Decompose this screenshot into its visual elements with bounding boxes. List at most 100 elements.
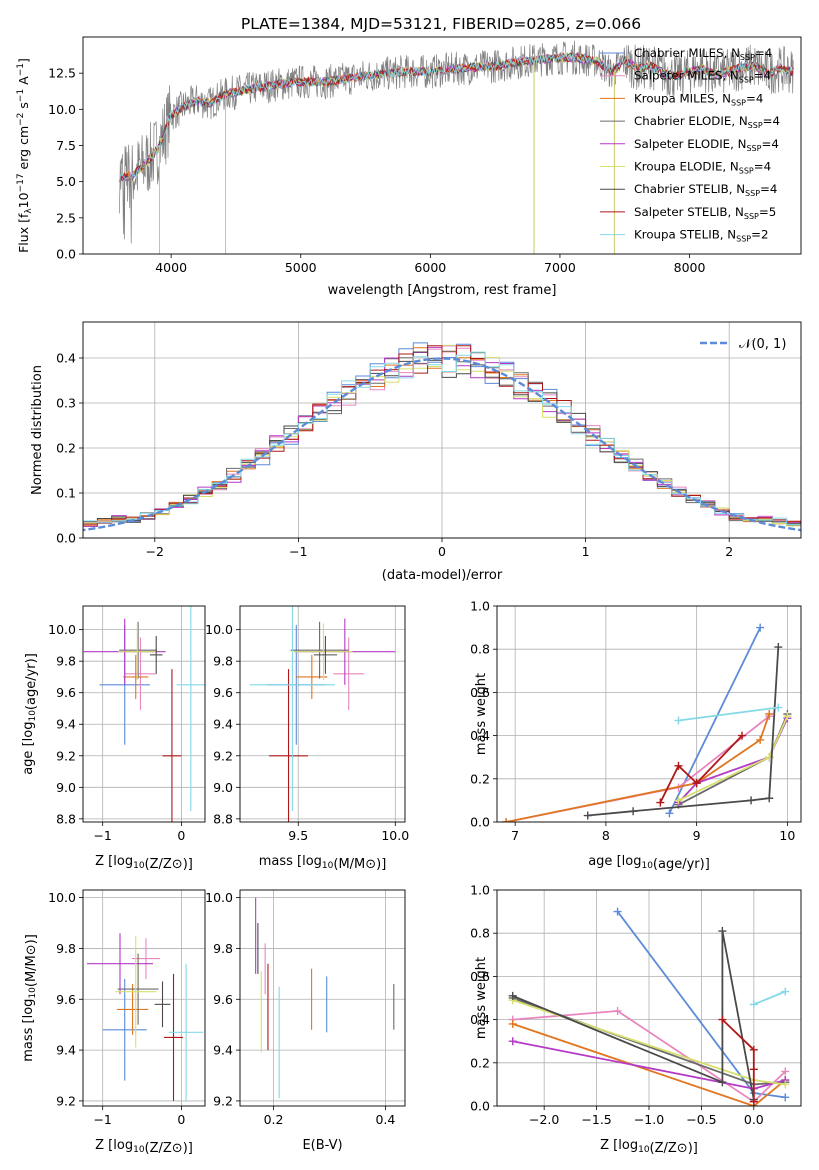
label-part: (Z/Z⊙)] (145, 857, 193, 872)
weight-marker (774, 703, 783, 712)
weight-vs-age-plot-area (502, 623, 792, 822)
label-part: age [ (21, 741, 36, 774)
weight-marker (747, 796, 756, 805)
x-tick-label: 5000 (285, 260, 317, 275)
legend-nssp: 4 (771, 137, 779, 151)
legend-eq: = (754, 69, 764, 83)
legend-name: Salpeter MILES (634, 69, 722, 83)
label-part: log (113, 1138, 133, 1153)
legend-eq: = (755, 46, 765, 60)
y-tick-label: 5.0 (56, 174, 76, 189)
weight-vs-z-plot-area (508, 907, 790, 1106)
errorbar-point-8 (249, 606, 336, 811)
legend-label-3: Chabrier ELODIE, NSSP=4 (634, 114, 780, 130)
label-part: mass weight (474, 957, 489, 1039)
y-tick-label: 10.0 (48, 622, 76, 637)
mass-vs-ebv-x-label: E(B-V) (302, 1138, 342, 1153)
x-tick-label: −2 (146, 544, 164, 559)
weight-marker (765, 794, 774, 803)
label-part: Z [ (95, 854, 113, 869)
y-label-part: −2 (16, 113, 26, 126)
label-part: (age/yr)] (24, 653, 39, 710)
legend-sub: SSP (740, 53, 755, 62)
y-tick-label: 0.1 (56, 486, 76, 501)
y-tick-label: 9.2 (56, 1093, 76, 1108)
label-part: log (21, 722, 36, 742)
x-tick-label: 7000 (544, 260, 576, 275)
y-tick-label: 9.6 (56, 685, 76, 700)
y-tick-label: 9.2 (56, 748, 76, 763)
errorbar-point-7 (164, 973, 183, 1101)
age-vs-z-x-label: Z [log10(Z/Z⊙)] (95, 854, 193, 872)
legend-nssp: 4 (764, 69, 772, 83)
legend-eq: = (759, 205, 769, 219)
x-tick-label: 0.4 (375, 1112, 395, 1127)
errorbar-point-1 (131, 938, 161, 979)
y-tick-label: 9.8 (213, 941, 233, 956)
y-label-part: −1 (16, 63, 26, 76)
y-tick-label: 10.0 (205, 622, 233, 637)
weight-marker (756, 623, 765, 632)
legend-sub: SSP (731, 98, 746, 107)
legend-nssp: 4 (773, 114, 781, 128)
label-sub: 10 (133, 1145, 145, 1155)
errorbar-point-0 (102, 978, 147, 1081)
y-tick-label: 0.4 (470, 1012, 490, 1027)
legend-n: , N (731, 114, 747, 128)
weight-marker (665, 809, 674, 818)
y-label-part: 10 (16, 192, 31, 208)
x-tick-label: −0.5 (686, 1112, 716, 1127)
weight-line-7 (659, 734, 743, 803)
legend-n: , N (728, 205, 744, 219)
age-vs-z-panel: −1 08.89.09.29.49.69.810.0Z [log10(Z/Z⊙)]… (21, 605, 206, 872)
legend-eq: = (761, 137, 771, 151)
weight-marker (629, 807, 638, 816)
legend-sub: SSP (745, 189, 760, 198)
legend-n: , N (729, 182, 745, 196)
age-vs-mass-plot-area (249, 606, 396, 822)
legend-n: , N (722, 69, 738, 83)
mass-vs-ebv-panel: 0.2 0.4 9.2 9.4 9.6 9.8 10.0 E(B-V) (205, 889, 406, 1153)
x-tick-label: −1 (93, 1112, 111, 1127)
label-part: (M/M⊙)] (24, 934, 39, 987)
y-tick-label: 0.2 (56, 441, 76, 456)
legend-name: Kroupa MILES (634, 91, 715, 105)
legend-nssp: 2 (761, 228, 769, 242)
weight-marker (674, 796, 683, 805)
label-sub: 10 (28, 710, 38, 722)
legend-eq: = (760, 182, 770, 196)
x-tick-label: −1.0 (634, 1112, 664, 1127)
legend-eq: = (763, 114, 773, 128)
y-tick-label: 0.8 (470, 642, 490, 657)
weight-marker (781, 1067, 790, 1076)
weight-vs-age-x-label: age [log10(age/yr)] (588, 854, 710, 872)
errorbar-point-7 (269, 669, 308, 822)
y-tick-label: 10.0 (48, 102, 76, 117)
label-sub: 10 (133, 861, 145, 871)
weight-marker (738, 731, 747, 740)
y-label-part: −1 (16, 89, 26, 102)
weight-marker (508, 1037, 517, 1046)
y-tick-label: 9.2 (213, 748, 233, 763)
legend-eq: = (751, 228, 761, 242)
y-tick-label: 9.0 (56, 780, 76, 795)
axes-frame (82, 321, 802, 539)
mass-vs-z-x-label: Z [log10(Z/Z⊙)] (95, 1138, 193, 1156)
errorbar-point-6 (154, 981, 171, 1028)
y-tick-label: 9.4 (56, 1043, 76, 1058)
label-sub: 10 (641, 861, 653, 871)
label-part: log (113, 854, 133, 869)
x-tick-label: 0 (438, 544, 446, 559)
axes-frame (82, 605, 206, 823)
weight-marker (583, 811, 592, 820)
weight-line-2 (505, 713, 771, 822)
mass-vs-z-panel: −1 09.29.49.69.810.0Z [log10(Z/Z⊙)]mass [… (21, 889, 206, 1156)
y-tick-label: 12.5 (48, 66, 76, 81)
weight-vs-z-x-label: Z [log10(Z/Z⊙)] (600, 1138, 698, 1156)
errorbar-point-8 (176, 606, 205, 811)
weight-marker (774, 643, 783, 652)
y-tick-label: 0.6 (470, 685, 490, 700)
x-tick-label: 0.0 (744, 1112, 764, 1127)
errorbar-point-6 (313, 635, 338, 674)
